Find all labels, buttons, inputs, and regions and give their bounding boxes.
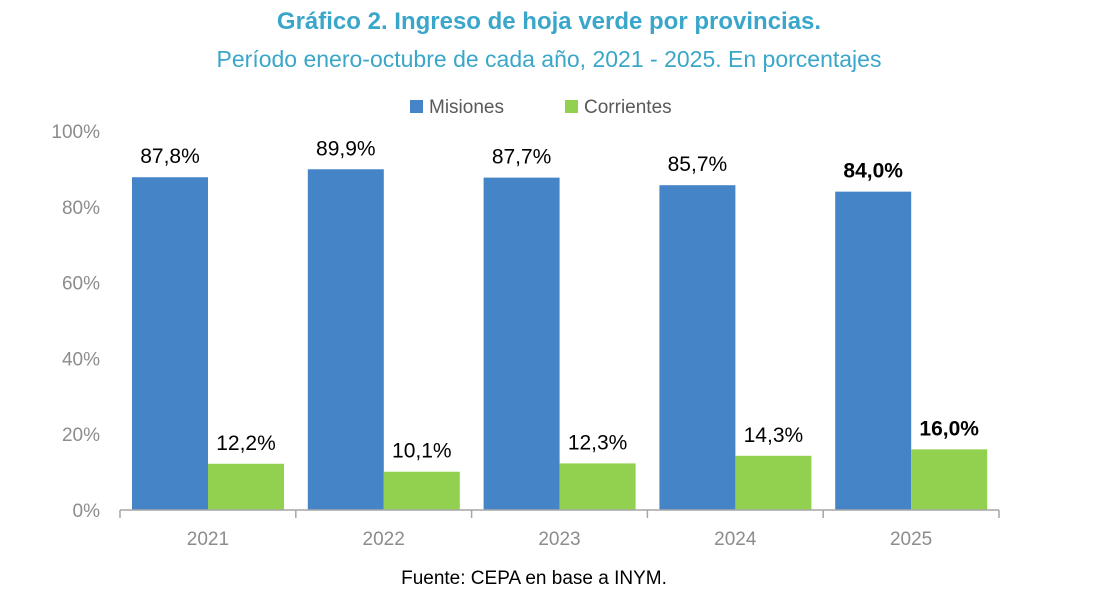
data-label: 84,0% bbox=[843, 160, 903, 183]
data-label: 14,3% bbox=[744, 424, 804, 447]
data-label: 87,8% bbox=[140, 145, 200, 168]
data-label: 89,9% bbox=[316, 137, 376, 160]
bar-misiones-2021 bbox=[132, 177, 208, 510]
y-tick-label: 80% bbox=[62, 198, 100, 219]
legend-label-corrientes: Corrientes bbox=[584, 97, 672, 118]
x-tick-label: 2023 bbox=[538, 529, 580, 550]
data-label: 87,7% bbox=[492, 146, 552, 169]
bar-corrientes-2022 bbox=[383, 471, 460, 510]
bar-corrientes-2021 bbox=[208, 463, 284, 510]
data-label: 12,2% bbox=[216, 432, 276, 455]
data-label: 10,1% bbox=[392, 440, 452, 463]
chart-subtitle: Período enero-octubre de cada año, 2021 … bbox=[216, 46, 882, 72]
y-tick-label: 100% bbox=[51, 122, 100, 143]
x-tick-label: 2024 bbox=[714, 529, 757, 550]
data-label: 85,7% bbox=[668, 153, 728, 176]
bar-misiones-2023 bbox=[483, 177, 560, 510]
data-label: 12,3% bbox=[568, 431, 628, 454]
chart-source: Fuente: CEPA en base a INYM. bbox=[401, 568, 667, 589]
legend-label-misiones: Misiones bbox=[429, 97, 504, 118]
y-tick-label: 60% bbox=[62, 274, 100, 295]
data-label: 16,0% bbox=[919, 417, 979, 440]
x-tick-label: 2022 bbox=[363, 529, 405, 550]
bar-misiones-2024 bbox=[659, 185, 736, 510]
legend-swatch-corrientes bbox=[565, 100, 578, 113]
y-tick-label: 20% bbox=[62, 425, 100, 446]
bar-corrientes-2024 bbox=[735, 455, 812, 510]
x-tick-label: 2021 bbox=[187, 529, 229, 550]
chart-title: Gráfico 2. Ingreso de hoja verde por pro… bbox=[276, 8, 822, 35]
bar-corrientes-2023 bbox=[559, 463, 636, 510]
bar-misiones-2022 bbox=[307, 169, 384, 511]
y-tick-label: 40% bbox=[62, 349, 100, 370]
x-tick-label: 2025 bbox=[890, 529, 932, 550]
bar-misiones-2025 bbox=[835, 191, 912, 510]
legend-swatch-misiones bbox=[410, 100, 423, 113]
bar-corrientes-2025 bbox=[911, 449, 988, 510]
y-tick-label: 0% bbox=[73, 501, 101, 522]
